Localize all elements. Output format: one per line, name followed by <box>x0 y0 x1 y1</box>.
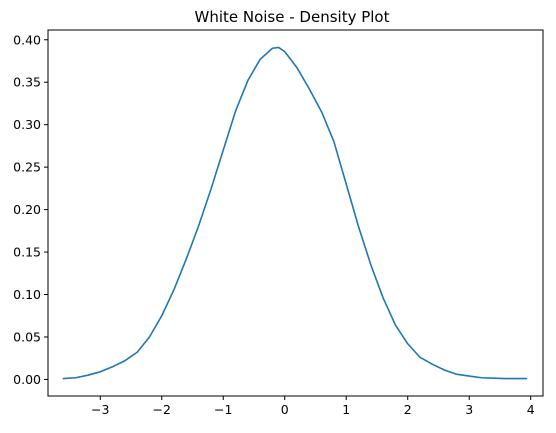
y-tick-label: 0.20 <box>13 202 41 217</box>
density-line <box>62 46 528 380</box>
x-tick-label: 3 <box>465 402 473 417</box>
y-tick-label: 0.30 <box>13 117 41 132</box>
y-tick-label: 0.05 <box>13 329 41 344</box>
y-tick-label: 0.10 <box>13 287 41 302</box>
y-tick-label: 0.25 <box>13 160 41 175</box>
y-tick-label: 0.15 <box>13 245 41 260</box>
series-group <box>62 46 528 380</box>
x-tick-label: 1 <box>342 402 350 417</box>
y-axis: 0.00 0.05 0.10 0.15 0.20 0.25 0.30 0.35 0.40 <box>13 32 48 387</box>
chart-title: White Noise - Density Plot <box>194 8 389 26</box>
plot-area-frame <box>47 29 544 397</box>
x-tick-label: −1 <box>214 402 232 417</box>
x-tick-label: −2 <box>153 402 171 417</box>
x-tick-label: 2 <box>404 402 412 417</box>
x-tick-label: 0 <box>281 402 289 417</box>
y-tick-label: 0.40 <box>13 32 41 47</box>
y-tick-label: 0.00 <box>13 372 41 387</box>
x-tick-label: 4 <box>527 402 535 417</box>
x-tick-label: −3 <box>91 402 109 417</box>
y-tick-label: 0.35 <box>13 75 41 90</box>
x-axis: −3 −2 −1 0 1 2 3 4 <box>91 396 535 417</box>
